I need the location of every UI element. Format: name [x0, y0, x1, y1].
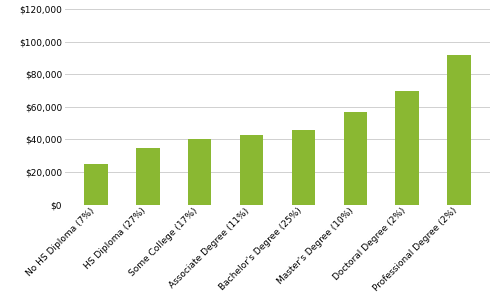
Bar: [396, 91, 419, 205]
Bar: [136, 147, 160, 205]
Bar: [344, 112, 367, 205]
Bar: [448, 55, 470, 205]
Bar: [84, 164, 108, 205]
Bar: [240, 135, 263, 205]
Bar: [292, 130, 315, 205]
Bar: [188, 139, 212, 205]
